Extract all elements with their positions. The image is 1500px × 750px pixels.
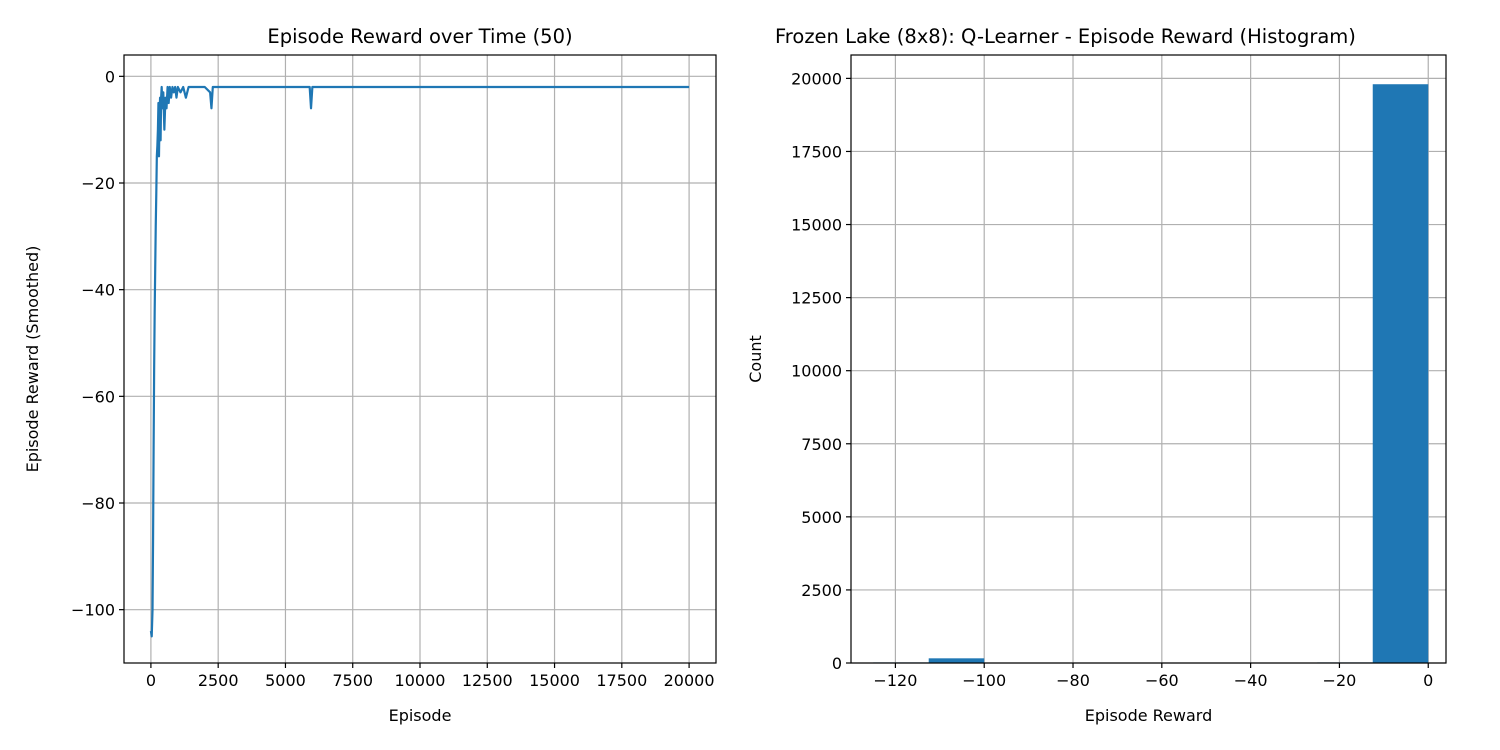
x-tick-label: −100 (962, 671, 1006, 690)
histogram-x-axis-label: Episode Reward (1085, 706, 1213, 725)
line-chart-x-axis-label: Episode (389, 706, 452, 725)
line-chart-title: Episode Reward over Time (50) (267, 25, 572, 48)
y-tick-label: −40 (81, 281, 115, 300)
y-tick-label: 17500 (791, 142, 842, 161)
histogram-panel: −120 −100 −80 −60 −40 −20 0 0 2500 5000 7500 10000 1… (746, 25, 1447, 725)
x-tick-label: −60 (1145, 671, 1179, 690)
x-tick-label: 12500 (462, 671, 513, 690)
y-tick-label: 10000 (791, 362, 842, 381)
line-chart-grid (124, 55, 716, 663)
y-tick-label: 7500 (801, 435, 842, 454)
histogram-ticks: −120 −100 −80 −60 −40 −20 0 0 2500 5000 7500 10000 1… (791, 69, 1433, 690)
series-line (149, 85, 690, 638)
y-tick-label: 0 (105, 67, 115, 86)
x-tick-label: −20 (1323, 671, 1357, 690)
y-tick-label: 15000 (791, 216, 842, 235)
x-tick-label: −80 (1056, 671, 1090, 690)
y-tick-label: −100 (71, 601, 115, 620)
histogram-plot-area (873, 84, 1429, 664)
x-tick-label: 0 (1423, 671, 1433, 690)
x-tick-label: 2500 (198, 671, 239, 690)
line-chart-y-axis-label: Episode Reward (Smoothed) (23, 246, 42, 473)
line-chart-plot-area (149, 85, 690, 638)
y-tick-label: 12500 (791, 289, 842, 308)
y-tick-label: 5000 (801, 508, 842, 527)
y-tick-label: −60 (81, 387, 115, 406)
line-chart-panel: 0 2500 5000 7500 10000 12500 15000 17500 20000 −1… (23, 25, 717, 725)
histogram-bar (928, 658, 985, 663)
x-tick-label: 7500 (332, 671, 373, 690)
x-tick-label: −40 (1234, 671, 1268, 690)
x-tick-label: 0 (146, 671, 156, 690)
y-tick-label: −20 (81, 174, 115, 193)
y-tick-label: −80 (81, 494, 115, 513)
x-tick-label: 10000 (395, 671, 446, 690)
histogram-bar (1372, 84, 1429, 664)
histogram-y-axis-label: Count (746, 335, 765, 383)
y-tick-label: 2500 (801, 581, 842, 600)
y-tick-label: 0 (832, 654, 842, 673)
histogram-frame (850, 54, 1447, 664)
x-tick-label: −120 (873, 671, 917, 690)
line-chart-ticks: 0 2500 5000 7500 10000 12500 15000 17500 20000 −1… (71, 67, 714, 690)
histogram-title: Frozen Lake (8x8): Q-Learner - Episode R… (775, 25, 1356, 48)
x-tick-label: 15000 (529, 671, 580, 690)
y-tick-label: 20000 (791, 69, 842, 88)
x-tick-label: 5000 (265, 671, 306, 690)
x-tick-label: 17500 (596, 671, 647, 690)
x-tick-label: 20000 (664, 671, 715, 690)
